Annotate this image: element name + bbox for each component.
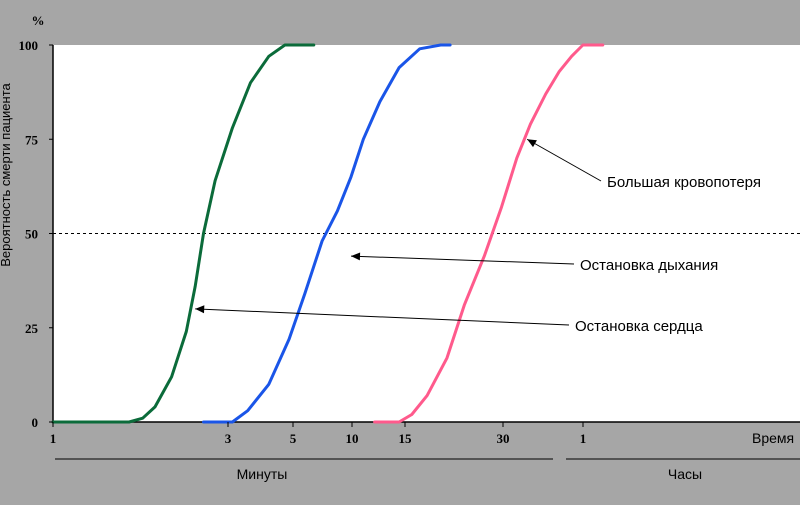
- x-tick-label: 10: [346, 431, 359, 446]
- series-line-2: [373, 43, 605, 424]
- annotation-arrow: [195, 308, 570, 326]
- annotation-arrowhead: [351, 252, 361, 261]
- group-label-minutes: Минуты: [237, 466, 288, 482]
- series-line-1: [202, 43, 452, 424]
- y-unit-label: %: [32, 13, 45, 28]
- x-tick-label: 5: [290, 431, 297, 446]
- y-ticks: 0 25 50 75 100: [19, 38, 53, 430]
- y-axis-title: Вероятность смерти пациента: [0, 82, 13, 266]
- y-tick-label: 100: [19, 38, 39, 53]
- x-tick-label: 1: [50, 431, 57, 446]
- annotation-arrowhead: [195, 305, 205, 314]
- x-tick-label: 30: [497, 431, 510, 446]
- annotations: Большая кровопотеря Остановка дыхания Оста…: [195, 138, 761, 335]
- y-tick-label: 0: [32, 415, 39, 430]
- annotation-label: Остановка дыхания: [580, 257, 718, 274]
- annotation-arrow: [526, 138, 602, 182]
- x-axis-title: Время: [752, 430, 794, 446]
- x-ticks: 1 3 5 10 15 30 1: [50, 422, 587, 446]
- x-tick-label: 15: [399, 431, 413, 446]
- annotation-arrow: [350, 255, 575, 265]
- y-tick-label: 50: [25, 227, 38, 242]
- series-line-0: [51, 43, 316, 424]
- y-tick-label: 25: [25, 321, 39, 336]
- annotation-label: Большая кровопотеря: [607, 174, 761, 191]
- series-layer: [51, 43, 605, 424]
- annotation-label: Остановка сердца: [575, 318, 703, 335]
- x-tick-label: 1: [580, 431, 587, 446]
- group-label-hours: Часы: [668, 466, 702, 482]
- annotation-arrowhead: [527, 139, 537, 148]
- y-tick-label: 75: [25, 132, 39, 147]
- x-tick-label: 3: [225, 431, 232, 446]
